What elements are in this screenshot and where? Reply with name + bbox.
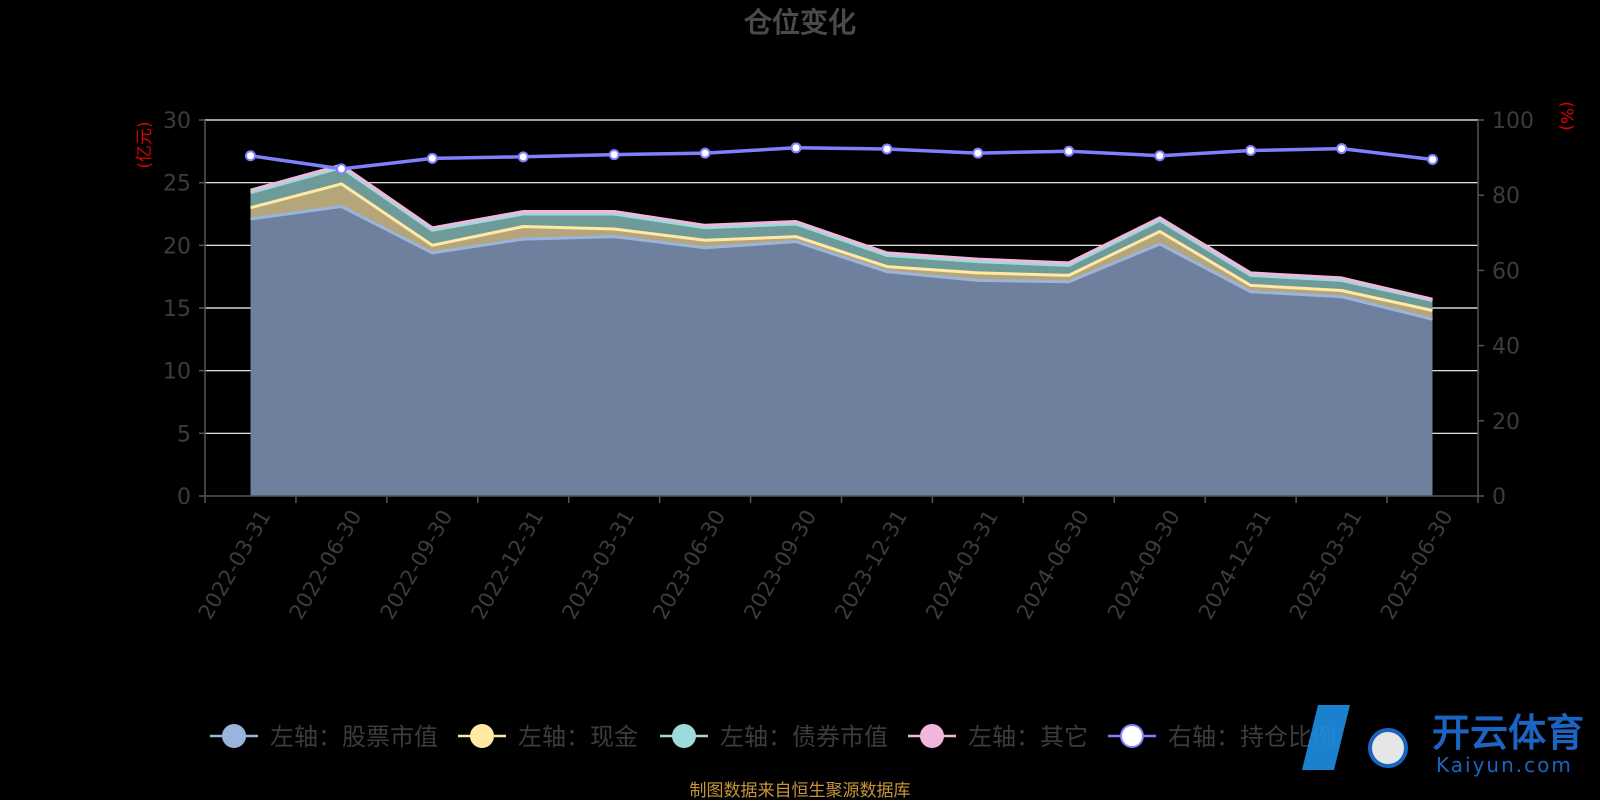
legend-item[interactable]: 左轴：现金 [458,723,638,751]
area-edge-左轴：现金 [250,182,1433,312]
source-note: 制图数据来自恒生聚源数据库 [690,781,911,800]
x-tick-label: 2023-09-30 [739,506,821,624]
left-tick-label: 25 [163,172,191,197]
ratio-point[interactable] [517,151,529,163]
x-tick-label: 2022-03-31 [194,506,276,624]
area-edge-左轴：其它 [250,163,1433,301]
left-tick-label: 30 [163,109,191,134]
x-tick-label: 2025-03-31 [1285,506,1367,624]
legend: 左轴：股票市值 左轴：现金 左轴：债券市值 左轴：其它 右轴：持仓比例 [210,723,1336,751]
right-tick-label: 0 [1492,485,1506,510]
right-tick-label: 40 [1492,335,1520,360]
ratio-point[interactable] [335,163,347,175]
legend-item[interactable]: 左轴：其它 [908,723,1088,751]
ratio-point[interactable] [699,147,711,159]
right-tick-label: 80 [1492,184,1520,209]
left-tick-label: 5 [177,422,191,447]
ratio-line [250,146,1433,171]
legend-label: 左轴：现金 [518,723,638,751]
left-axis-unit: (亿元) [135,121,155,168]
legend-item[interactable]: 左轴：股票市值 [210,723,438,751]
x-tick-label: 2023-03-31 [557,506,639,624]
legend-marker-icon [470,724,494,748]
x-tick-label: 2023-06-30 [648,506,730,624]
left-tick-label: 0 [177,485,191,510]
x-tick-label: 2022-09-30 [376,506,458,624]
ratio-point[interactable] [1154,150,1166,162]
x-tick-label: 2022-06-30 [285,506,367,624]
legend-label: 左轴：债券市值 [720,723,888,751]
ratio-point[interactable] [881,143,893,155]
right-axis-unit: (%) [1556,101,1576,130]
area-edge-左轴：股票市值 [250,205,1433,321]
football-icon [1368,728,1408,768]
legend-marker-icon [222,724,246,748]
x-tick-label: 2023-12-31 [830,506,912,624]
ratio-point[interactable] [972,147,984,159]
legend-marker-icon [672,724,696,748]
legend-item[interactable]: 左轴：债券市值 [660,723,888,751]
stacked-areas [250,163,1433,496]
legend-label: 左轴：其它 [968,723,1088,751]
watermark-cn: 开云体育 [1432,711,1584,755]
ratio-point[interactable] [1336,143,1348,155]
ratio-point[interactable] [1063,145,1075,157]
right-tick-label: 100 [1492,109,1534,134]
watermark-en: Kaiyun.com [1436,753,1573,777]
x-tick-label: 2022-12-31 [467,506,549,624]
holding-ratio-line [244,142,1439,175]
x-tick-label: 2024-12-31 [1194,506,1276,624]
legend-item[interactable]: 右轴：持仓比例 [1108,723,1336,751]
x-tick-label: 2024-06-30 [1012,506,1094,624]
area-左轴：股票市值 [250,206,1433,496]
ratio-point[interactable] [426,152,438,164]
chart-title: 仓位变化 [744,6,856,39]
area-edge-左轴：债券市值 [250,166,1433,302]
legend-marker-icon [920,724,944,748]
right-tick-label: 20 [1492,410,1520,435]
ratio-point[interactable] [608,149,620,161]
ratio-point[interactable] [244,150,256,162]
ratio-point[interactable] [1427,153,1439,165]
legend-label: 左轴：股票市值 [270,723,438,751]
left-tick-label: 10 [163,360,191,385]
right-tick-label: 60 [1492,259,1520,284]
x-tick-label: 2024-09-30 [1103,506,1185,624]
left-tick-label: 15 [163,297,191,322]
k-logo-icon [1302,705,1350,770]
legend-marker-icon [1120,724,1144,748]
x-tick-label: 2024-03-31 [921,506,1003,624]
x-tick-label: 2025-06-30 [1376,506,1458,624]
brand-watermark: 开云体育 Kaiyun.com [1302,705,1584,777]
left-tick-label: 20 [163,234,191,259]
ratio-point[interactable] [1245,144,1257,156]
ratio-point[interactable] [790,142,802,154]
